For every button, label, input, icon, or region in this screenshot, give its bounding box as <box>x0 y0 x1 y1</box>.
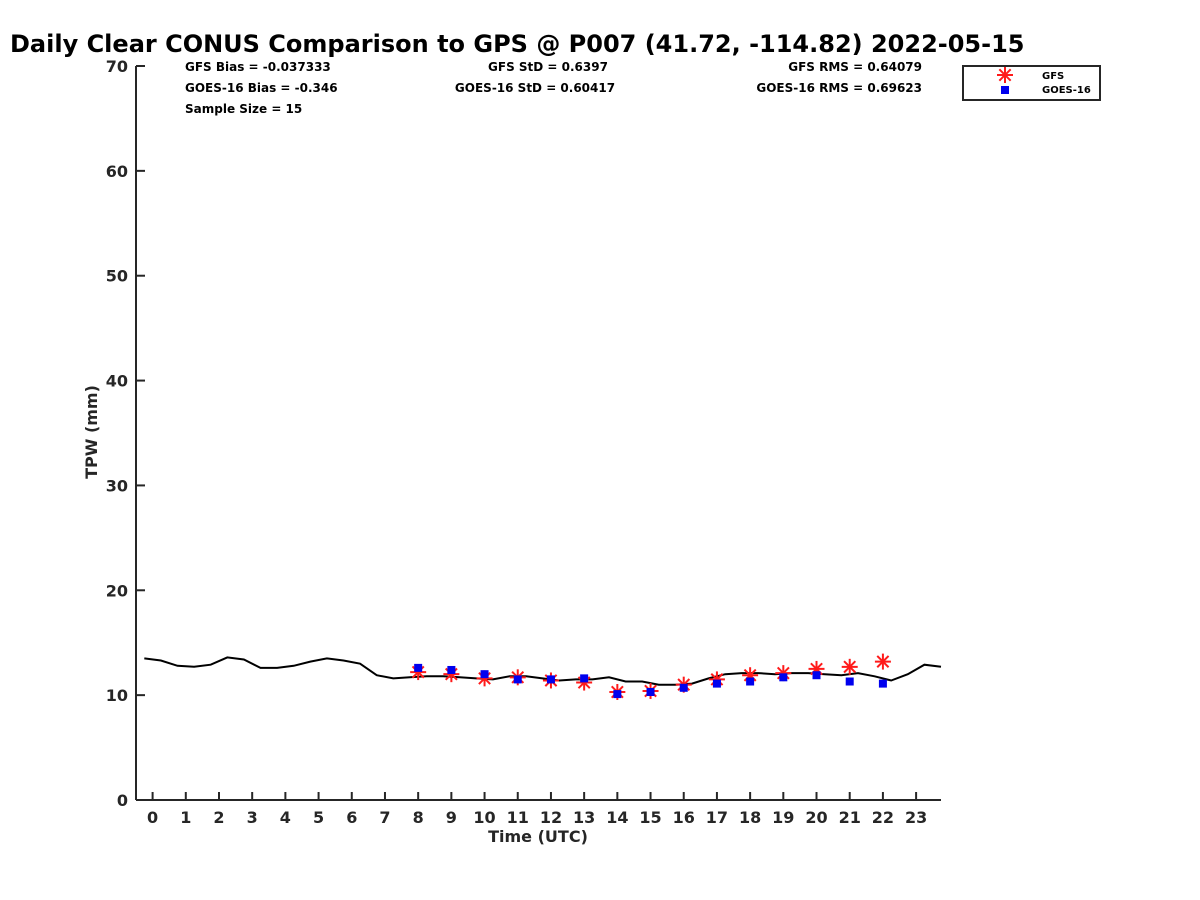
x-tick-label: 11 <box>507 808 529 827</box>
x-axis-title: Time (UTC) <box>488 827 588 846</box>
goes-point <box>480 670 489 679</box>
goes-point <box>712 679 721 688</box>
goes-point <box>779 673 788 682</box>
x-tick-label: 9 <box>446 808 457 827</box>
goes-point <box>646 687 655 696</box>
gps-line-series <box>144 656 942 686</box>
y-tick-label: 30 <box>106 476 128 495</box>
x-tick-label: 19 <box>772 808 794 827</box>
y-tick-label: 70 <box>106 57 128 76</box>
goes-point <box>447 665 456 674</box>
x-tick-label: 3 <box>247 808 258 827</box>
x-tick-label: 16 <box>673 808 695 827</box>
x-tick-label: 20 <box>805 808 827 827</box>
y-tick-label: 20 <box>106 581 128 600</box>
y-tick-label: 60 <box>106 162 128 181</box>
x-tick-label: 15 <box>639 808 661 827</box>
y-tick-label: 10 <box>106 686 128 705</box>
stats-annotations: GFS Bias = -0.037333 GOES-16 Bias = -0.3… <box>185 60 922 116</box>
goes-point <box>513 675 522 684</box>
gfs-rms-text: GFS RMS = 0.64079 <box>788 60 922 74</box>
y-tick-label: 40 <box>106 372 128 391</box>
goes-point <box>812 671 821 680</box>
x-tick-label: 21 <box>839 808 861 827</box>
x-tick-label: 0 <box>147 808 158 827</box>
x-tick-label: 22 <box>872 808 894 827</box>
goes-rms-text: GOES-16 RMS = 0.69623 <box>756 81 922 95</box>
gfs-bias-text: GFS Bias = -0.037333 <box>185 60 331 74</box>
goes-point <box>613 690 622 699</box>
y-axis-title: TPW (mm) <box>82 385 101 479</box>
y-tick-label: 50 <box>106 267 128 286</box>
x-tick-label: 12 <box>540 808 562 827</box>
goes-series <box>414 663 887 699</box>
x-tick-label: 8 <box>413 808 424 827</box>
x-tick-label: 1 <box>180 808 191 827</box>
goes-point <box>845 677 854 686</box>
gfs-point <box>874 653 891 670</box>
y-ticks: 0 10 20 30 40 50 60 70 <box>106 57 145 810</box>
legend-gfs-marker <box>997 67 1013 83</box>
x-tick-label: 14 <box>606 808 628 827</box>
y-tick-label: 0 <box>117 791 128 810</box>
goes-point <box>746 677 755 686</box>
gfs-std-text: GFS StD = 0.6397 <box>488 60 608 74</box>
x-tick-label: 23 <box>905 808 927 827</box>
goes-bias-text: GOES-16 Bias = -0.346 <box>185 81 338 95</box>
goes-point <box>679 683 688 692</box>
x-tick-label: 4 <box>280 808 291 827</box>
goes-point <box>580 674 589 683</box>
sample-size-text: Sample Size = 15 <box>185 102 302 116</box>
goes-point <box>878 679 887 688</box>
chart-title: Daily Clear CONUS Comparison to GPS @ P0… <box>10 30 1025 58</box>
x-tick-label: 13 <box>573 808 595 827</box>
legend-gfs-label: GFS <box>1042 71 1064 82</box>
goes-point <box>414 663 423 672</box>
legend-gfs-asterisk <box>997 67 1013 83</box>
x-tick-label: 6 <box>346 808 357 827</box>
x-tick-label: 10 <box>473 808 495 827</box>
legend-goes-label: GOES-16 <box>1042 85 1091 96</box>
goes-std-text: GOES-16 StD = 0.60417 <box>455 81 615 95</box>
x-tick-label: 5 <box>313 808 324 827</box>
x-ticks: 0 1 2 3 4 5 6 7 8 9 10 11 12 13 14 15 16 17 18 19 20 21 22 23 <box>147 792 927 827</box>
gfs-point <box>841 658 858 675</box>
legend: GFS GOES-16 <box>962 65 1101 101</box>
legend-goes-marker <box>1001 86 1009 94</box>
goes-point <box>546 675 555 684</box>
legend-box <box>962 65 1101 101</box>
x-tick-label: 17 <box>706 808 728 827</box>
x-tick-label: 7 <box>379 808 390 827</box>
x-tick-label: 18 <box>739 808 761 827</box>
x-tick-label: 2 <box>213 808 224 827</box>
gps-line <box>144 656 942 686</box>
